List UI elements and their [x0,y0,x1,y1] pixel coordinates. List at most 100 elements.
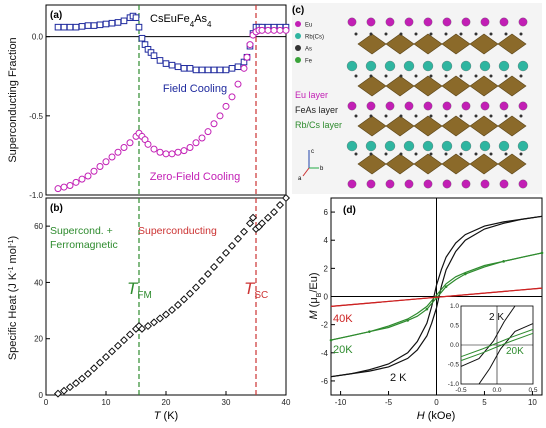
zfc-point [210,120,218,128]
eu-atom [461,17,471,27]
y-tick-label: 2 [324,264,329,273]
eu-atom [404,101,414,111]
y-tick-label: 0 [39,391,44,400]
fc-point [156,57,164,64]
as-atom [474,32,478,36]
zfc-point [243,53,251,61]
eu-atom [347,179,357,189]
fc-point [120,17,128,25]
eu-atom [385,101,395,111]
zfc-point [108,153,116,161]
as-atom [399,114,403,118]
panel-d-axes [331,198,542,395]
zfc-point [90,167,98,175]
rbcs-atom [384,60,396,72]
structure-legend: Eu Rb(Cs) As Fe [295,21,324,65]
zfc-point [264,26,272,34]
eu-atom [480,17,490,27]
rbcs-atom [441,60,453,72]
eu-atom [347,101,357,111]
zfc-point [180,147,188,155]
specific-heat-point [137,324,147,333]
feas-tetrahedron [497,75,527,97]
fc-point [174,63,182,71]
eu-atom [518,17,528,27]
panel-a-reference-lines [138,5,257,195]
as-atom [504,114,508,118]
panel-b-y-axis-label: Specific Heat (J K-1 mol-1) [7,236,19,360]
fc-point [192,66,200,74]
fc-point [66,23,74,31]
mh-point [444,285,448,288]
specific-heat-point [89,364,99,373]
x-tick-label: -5 [385,398,393,407]
zfc-point [222,102,230,110]
inset-loop-branch [460,332,534,362]
x-tick-label: -10 [335,398,347,407]
as-atom [444,114,448,118]
as-atom [354,74,358,78]
as-atom [489,114,493,118]
y-tick-label: 0.0 [32,33,44,42]
y-tick-label: -0.5 [29,112,43,121]
specific-heat-point [263,213,273,222]
mh-point [329,338,333,342]
as-atom [444,152,448,156]
as-atom [429,114,433,118]
rbcs-atom [517,140,529,152]
fc-point [222,66,230,74]
panel-b-series [53,193,291,398]
rbcs-atom [479,60,491,72]
legend-dot [295,57,301,63]
fc-point [234,63,242,71]
zfc-point [186,144,194,151]
panel-c-label: (c) [292,5,304,16]
zfc-point [282,26,290,34]
panel-d-x-axis-label: H (kOe) [417,410,456,422]
y-tick-label: -1.0 [29,191,43,200]
as-atom [354,32,358,36]
rbcs-atom [498,60,510,72]
rbcs-atom [422,140,434,152]
as-atom [384,114,388,118]
mh-point [406,319,410,322]
supercond-ferro-label-line2: Ferromagnetic [50,239,118,251]
specific-heat-point [149,318,159,327]
as-atom [399,74,403,78]
eu-atom [442,101,452,111]
specific-heat-point [77,374,87,383]
feas-tetrahedron [497,153,527,175]
title-sub-2: 4 [207,20,212,29]
mh-point [540,251,544,255]
specific-heat-point [53,389,63,398]
title-part-2: As [194,13,207,25]
zfc-point [240,64,248,72]
t-sc-label: TSC [244,279,268,301]
panel-a-y-ticks: 0.0 -0.5 -1.0 [29,33,50,200]
zfc-point [120,144,128,151]
eu-atom [480,101,490,111]
legend-text: Rb(Cs) [305,35,324,41]
inset-y-tick-label: 0.5 [450,323,459,330]
zero-field-cooling-label: Zero-Field Cooling [150,171,240,183]
fc-point [204,66,212,74]
inset-loop-branch [460,305,516,367]
t-fm-label: TFM [127,279,152,301]
as-atom [369,74,373,78]
eu-atom [385,179,395,189]
eu-atom [404,17,414,27]
as-atom [414,74,418,78]
fc-point [186,65,194,72]
as-atom [414,152,418,156]
x-tick-label: 10 [102,398,111,407]
as-atom [474,152,478,156]
fc-point [72,23,80,31]
fc-point [96,21,104,29]
as-atom [519,32,523,36]
fc-point [84,22,92,29]
as-atom [429,32,433,36]
eu-atom [442,17,452,27]
as-atom [444,74,448,78]
mh-point [502,260,505,263]
as-atom [354,114,358,118]
